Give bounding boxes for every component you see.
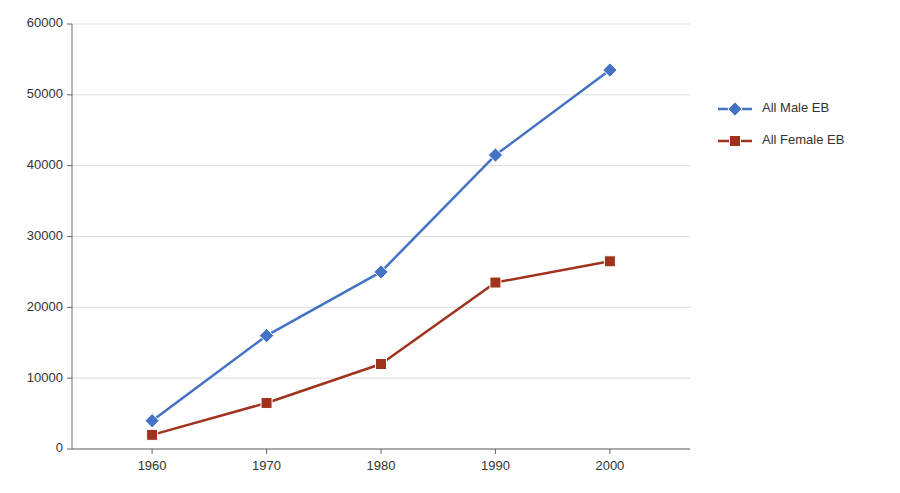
chart-svg: 0 10000 20000 30000 40000 50000 60000 1960 1970 1… [0,0,900,493]
point [259,329,273,343]
x-tick-label: 1980 [367,458,396,473]
y-tick [67,24,72,25]
legend-item: All Male EB [718,100,829,116]
point [374,265,388,279]
point [261,397,272,408]
y-tick-label: 60000 [27,15,63,30]
x-tick-label: 2000 [595,458,624,473]
y-tick-label: 40000 [27,157,63,172]
legend-label: All Female EB [762,132,844,147]
point [147,429,158,440]
grid-line [72,378,690,379]
y-tick-label: 50000 [27,86,63,101]
grid-line [72,94,690,95]
series [145,63,617,428]
axes: 0 10000 20000 30000 40000 50000 60000 1960 1970 1… [27,15,690,473]
x-tick [152,449,153,454]
point [488,148,502,162]
series-line [152,261,610,435]
y-tick-label: 30000 [27,228,63,243]
y-axis-line [72,24,73,449]
y-tick-label: 0 [56,440,63,455]
legend-marker [730,136,741,147]
chart-container: 0 10000 20000 30000 40000 50000 60000 1960 1970 1… [0,0,900,493]
y-tick [67,165,72,166]
grid-line [72,24,690,25]
grid-line [72,449,690,450]
point [376,359,387,370]
y-tick [67,236,72,237]
y-tick [67,94,72,95]
series-line [152,70,610,421]
y-tick-label: 10000 [27,370,63,385]
grid-line [72,307,690,308]
series [147,256,616,441]
plot-data [145,63,617,440]
legend-label: All Male EB [762,100,829,115]
x-axis-line [72,449,690,450]
grid-line [72,236,690,237]
x-tick-label: 1990 [481,458,510,473]
y-tick [67,307,72,308]
y-tick [67,449,72,450]
legend-marker [728,102,742,116]
y-tick-label: 20000 [27,299,63,314]
point [604,256,615,267]
point [603,63,617,77]
x-tick [266,449,267,454]
grid-line [72,165,690,166]
x-tick-label: 1970 [252,458,281,473]
legend-item: All Female EB [718,132,844,147]
x-tick-label: 1960 [138,458,167,473]
point [490,277,501,288]
x-tick [381,449,382,454]
grid [72,24,690,449]
x-tick [609,449,610,454]
y-tick [67,378,72,379]
x-tick [495,449,496,454]
point [145,414,159,428]
legend: All Male EB All Female EB [718,100,844,147]
page: {"chart_data": {"type": "line", "x": [19… [0,0,900,493]
